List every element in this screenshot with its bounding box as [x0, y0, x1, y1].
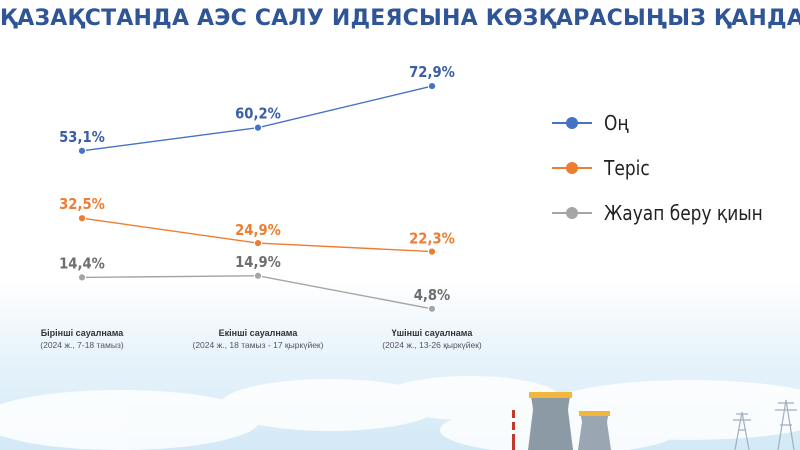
data-point-zhauap-3	[427, 304, 437, 313]
data-label-on-3: 72,9%	[409, 64, 455, 81]
legend-label-teris: Теріс	[604, 156, 650, 180]
clouds-illustration	[0, 376, 800, 450]
data-point-on-1	[77, 146, 87, 155]
cooling-tower-icon	[512, 392, 611, 450]
chart-legend: Оң Теріс Жауап беру қиын	[552, 111, 791, 247]
legend-swatch-zhauap	[552, 207, 592, 219]
data-point-on-3	[427, 82, 437, 91]
legend-item-zhauap: Жауап беру қиын	[552, 201, 791, 225]
legend-item-on: Оң	[552, 111, 791, 135]
category-sublabel-2: (2024 ж., 18 тамыз - 17 қыркүйек)	[193, 340, 324, 350]
category-label-3: Үшінші сауалнама	[392, 328, 474, 338]
data-point-zhauap-2	[253, 271, 263, 280]
data-point-teris-3	[427, 247, 437, 256]
category-label-2: Екінші сауалнама	[219, 328, 299, 338]
data-label-zhauap-2: 14,9%	[235, 254, 281, 271]
legend-dot-zhauap	[566, 207, 578, 219]
legend-swatch-teris	[552, 162, 592, 174]
legend-swatch-on	[552, 117, 592, 129]
category-sublabel-1: (2024 ж., 7-18 тамыз)	[40, 340, 124, 350]
legend-dot-on	[566, 117, 578, 129]
data-point-teris-1	[77, 214, 87, 223]
legend-label-on: Оң	[604, 111, 629, 135]
data-label-zhauap-1: 14,4%	[59, 256, 105, 273]
data-label-zhauap-3: 4,8%	[414, 287, 451, 304]
legend-label-zhauap: Жауап беру қиын	[604, 201, 763, 225]
chart-title: ҚАЗАҚСТАНДА АЭС САЛУ ИДЕЯСЫНА КӨЗҚАРАСЫҢ…	[0, 6, 800, 31]
data-label-on-1: 53,1%	[59, 129, 105, 146]
data-point-teris-2	[253, 238, 263, 248]
data-point-zhauap-1	[77, 273, 87, 282]
legend-item-teris: Теріс	[552, 156, 791, 180]
data-label-teris-1: 32,5%	[59, 196, 105, 213]
data-label-teris-2: 24,9%	[235, 222, 281, 239]
data-point-on-2	[253, 123, 263, 132]
data-label-teris-3: 22,3%	[409, 231, 455, 248]
data-label-on-2: 60,2%	[235, 106, 281, 123]
power-pylon-icon	[733, 399, 797, 450]
category-label-1: Бірінші сауалнама	[41, 328, 125, 338]
legend-dot-teris	[566, 162, 578, 174]
category-sublabel-3: (2024 ж., 13-26 қыркүйек)	[382, 340, 482, 350]
